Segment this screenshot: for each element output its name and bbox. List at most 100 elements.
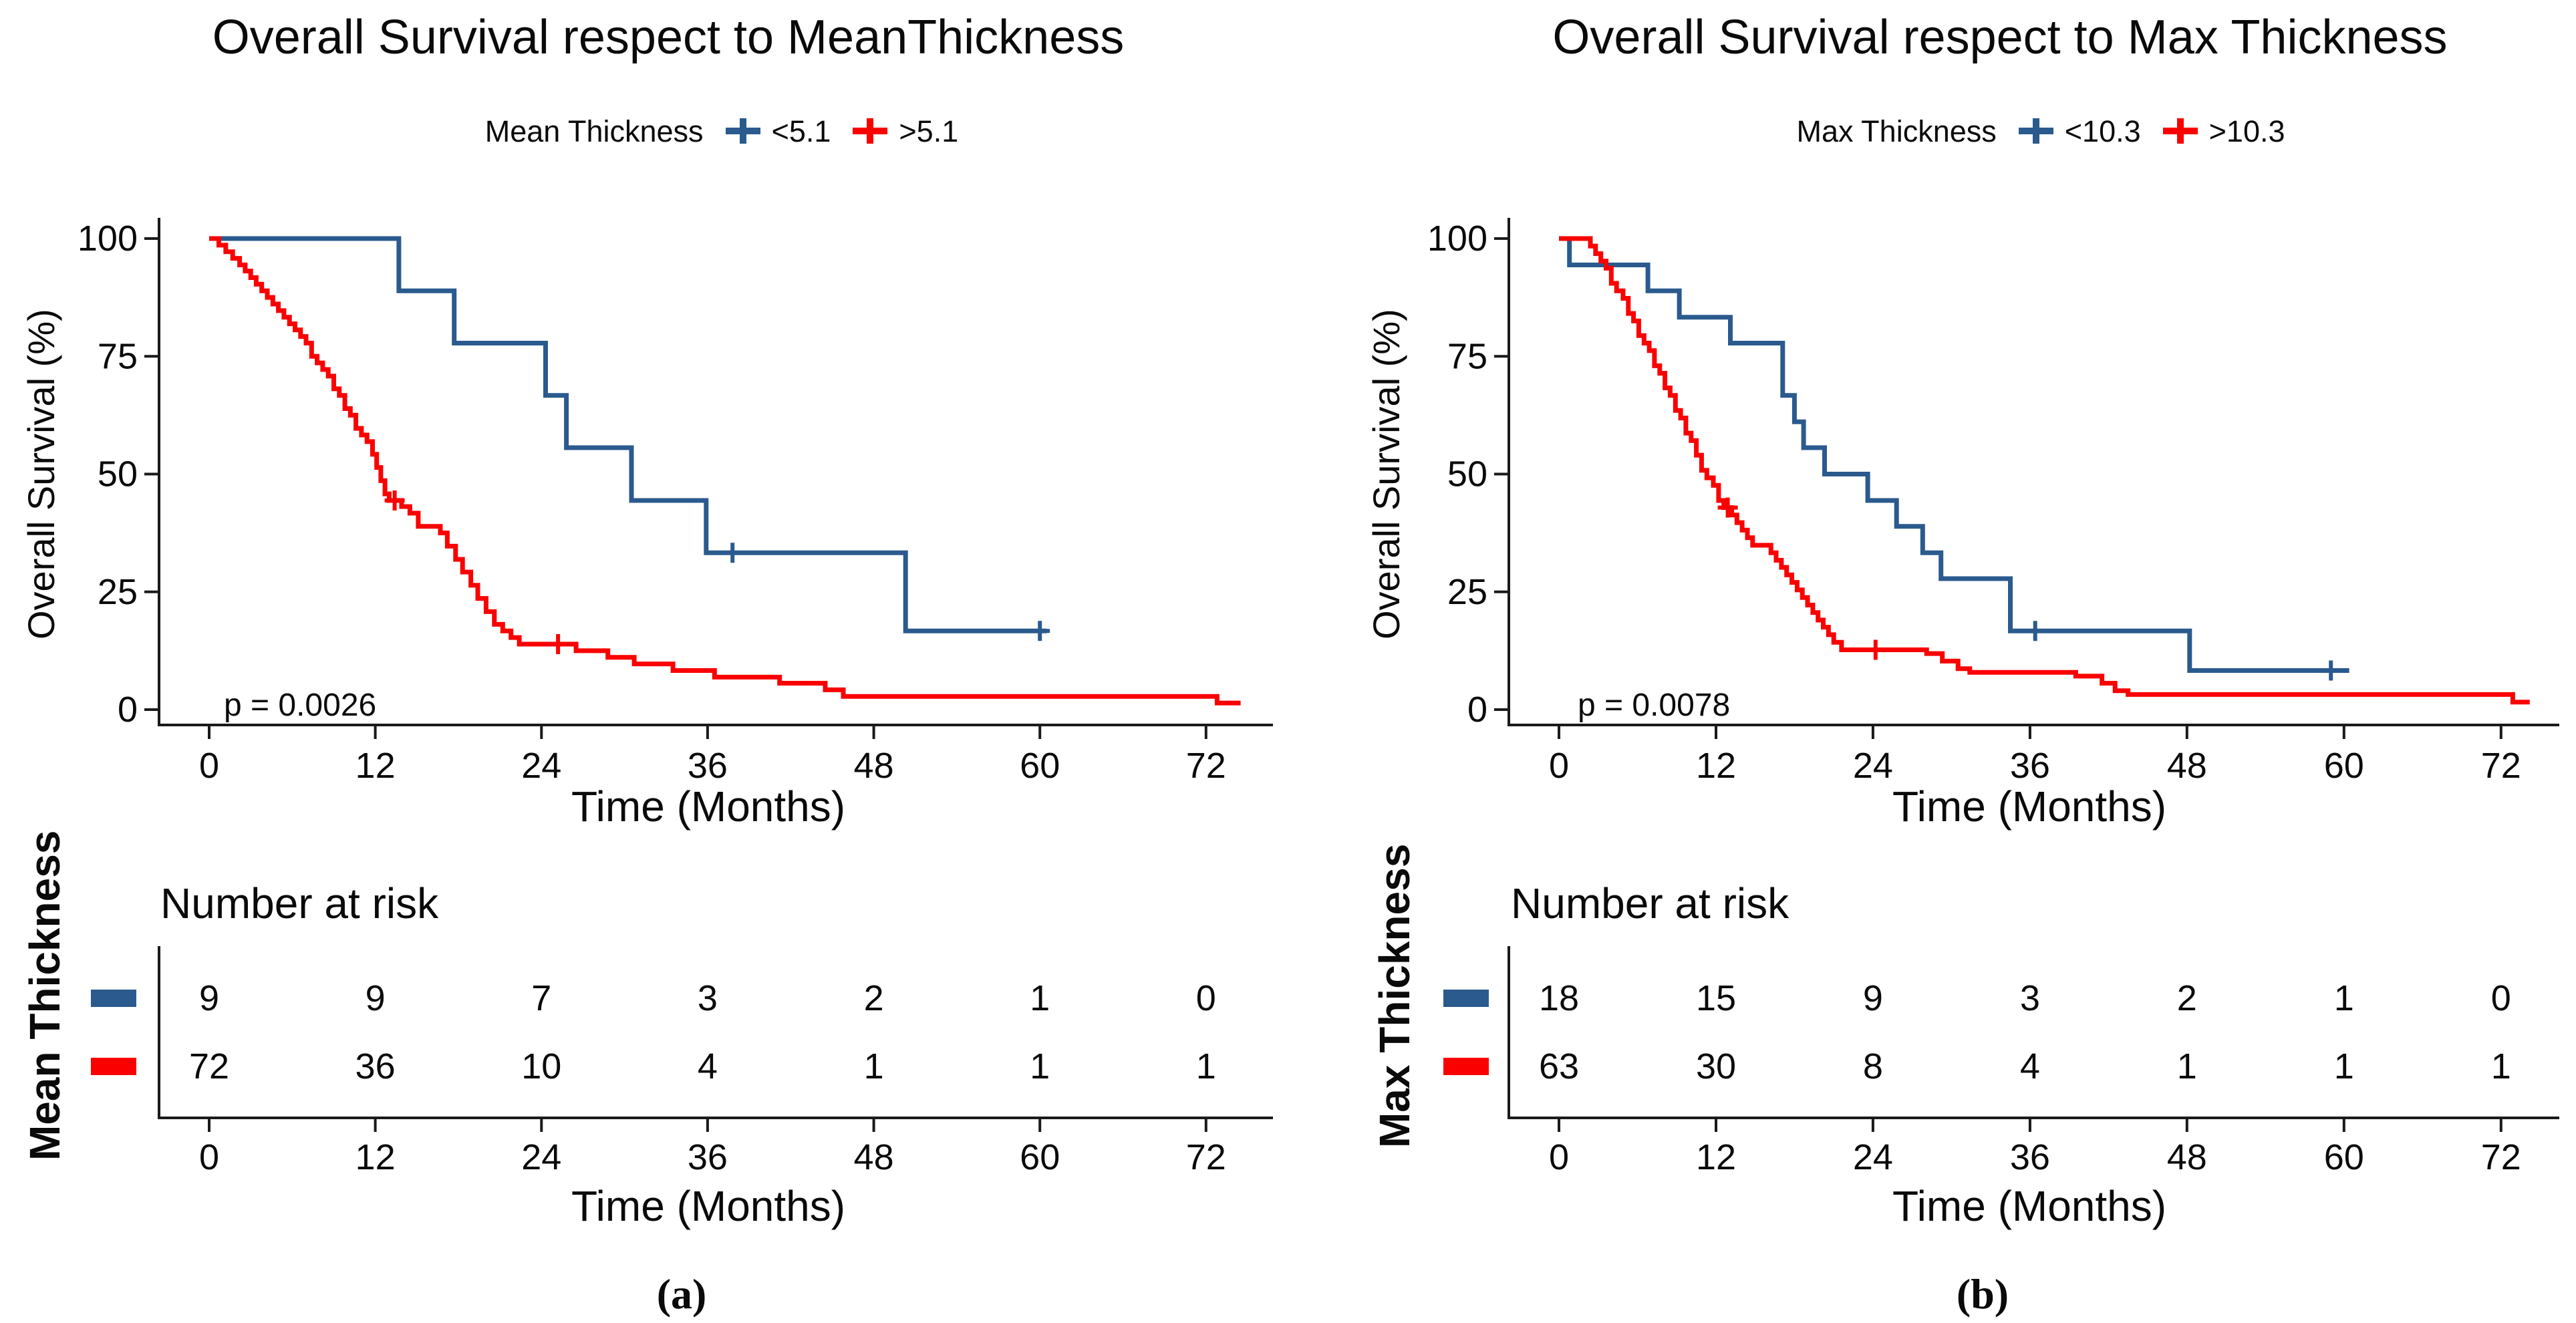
risk-row-swatch [91, 1058, 136, 1075]
x-tick-label: 24 [1853, 746, 1893, 786]
risk-tick-label: 12 [355, 1137, 396, 1177]
risk-count: 30 [1696, 1046, 1736, 1086]
km-curve-high [209, 236, 1241, 706]
risk-table-group-label: Max Thickness [1371, 843, 1419, 1148]
risk-count: 9 [366, 978, 386, 1018]
risk-tick-label: 36 [2010, 1137, 2050, 1177]
y-axis-title: Overall Survival (%) [20, 309, 62, 640]
legend-a: Mean Thickness <5.1 >5.1 [120, 112, 1323, 150]
risk-tick-label: 48 [854, 1137, 894, 1177]
y-axis-title: Overall Survival (%) [1365, 309, 1407, 640]
censor-mark [2321, 660, 2341, 681]
km-panel-a: 100 75 50 25 0 0 12 24 36 48 60 72 0 12 24 36 48 60 72 9 9 7 3… [20, 13, 1273, 1318]
legend-item-label: >10.3 [2208, 114, 2285, 148]
x-tick-label: 48 [854, 746, 894, 786]
censor-plus-icon [2018, 118, 2053, 144]
risk-count: 72 [189, 1046, 229, 1086]
risk-count: 7 [531, 978, 551, 1018]
risk-count: 3 [2020, 978, 2040, 1018]
y-tick-label: 75 [1447, 336, 1487, 376]
censor-plus-icon [725, 118, 760, 144]
risk-count: 1 [2491, 1046, 2511, 1086]
risk-tick-label: 60 [1020, 1137, 1060, 1177]
y-tick-label: 25 [98, 572, 138, 612]
risk-count: 18 [1539, 978, 1579, 1018]
risk-table-x-axis-title: Time (Months) [571, 1182, 846, 1230]
risk-tick-label: 0 [199, 1137, 219, 1177]
km-curve-high [1559, 236, 2530, 705]
y-tick-label: 0 [1467, 690, 1487, 730]
censor-mark [1717, 497, 1738, 518]
censor-mark [1030, 621, 1050, 641]
km-curve-low [209, 236, 1047, 633]
subfigure-caption-a: (a) [656, 1270, 707, 1318]
censor-mark [548, 634, 569, 654]
risk-tick-label: 36 [688, 1137, 728, 1177]
y-tick-label: 75 [98, 336, 138, 376]
pvalue-annotation: p = 0.0026 [224, 688, 377, 723]
subfigure-caption-b: (b) [1956, 1270, 2009, 1318]
y-tick-label: 50 [1447, 454, 1487, 494]
legend-item-label: <5.1 [771, 114, 831, 148]
risk-tick-label: 72 [1186, 1137, 1226, 1177]
risk-tick-label: 0 [1549, 1137, 1569, 1177]
legend-item-group2: >10.3 [2160, 116, 2285, 146]
risk-row-swatch [1443, 990, 1489, 1007]
risk-table-group-label: Mean Thickness [21, 830, 69, 1161]
risk-count: 2 [864, 978, 884, 1018]
x-tick-label: 36 [688, 746, 728, 786]
risk-count: 9 [1863, 978, 1883, 1018]
risk-count: 0 [2491, 978, 2511, 1018]
x-tick-label: 24 [521, 746, 561, 786]
risk-count: 63 [1539, 1046, 1579, 1086]
risk-count: 4 [2020, 1046, 2040, 1086]
risk-count: 9 [199, 978, 219, 1018]
risk-count: 1 [864, 1046, 884, 1086]
y-tick-label: 50 [98, 454, 138, 494]
legend-item-group1: <5.1 [722, 116, 831, 146]
risk-tick-label: 60 [2324, 1137, 2364, 1177]
y-tick-label: 0 [118, 690, 138, 730]
x-tick-label: 60 [2324, 746, 2364, 786]
pvalue-annotation: p = 0.0078 [1578, 688, 1731, 723]
risk-row-swatch [1443, 1058, 1489, 1075]
legend-label: Max Thickness [1796, 114, 1997, 148]
risk-count: 36 [355, 1046, 396, 1086]
risk-row-swatch [91, 990, 136, 1007]
risk-count: 1 [1196, 1046, 1216, 1086]
x-tick-label: 36 [2010, 746, 2050, 786]
y-tick-label: 25 [1447, 572, 1487, 612]
risk-tick-label: 24 [521, 1137, 561, 1177]
x-axis-title: Time (Months) [571, 782, 846, 831]
legend-item-label: <10.3 [2064, 114, 2141, 148]
risk-count: 4 [698, 1046, 718, 1086]
legend-item-group2: >5.1 [849, 116, 958, 146]
risk-table-title: Number at risk [1511, 879, 1790, 927]
risk-tick-label: 24 [1853, 1137, 1893, 1177]
risk-count: 1 [2334, 1046, 2354, 1086]
risk-tick-label: 72 [2481, 1137, 2521, 1177]
legend-label: Mean Thickness [484, 114, 704, 148]
risk-table-title: Number at risk [160, 879, 439, 927]
legend-item-group1: <10.3 [2015, 116, 2141, 146]
km-panel-b: 100 75 50 25 0 0 12 24 36 48 60 72 0 12 24 36 48 60 72 18 15… [1288, 0, 2576, 1323]
risk-count: 1 [2334, 978, 2354, 1018]
risk-count: 10 [521, 1046, 561, 1086]
x-tick-label: 60 [1020, 746, 1060, 786]
chart-title-b: Overall Survival respect to Max Thicknes… [1552, 11, 2448, 64]
censor-mark [384, 490, 405, 510]
risk-tick-label: 48 [2167, 1137, 2207, 1177]
x-axis-title: Time (Months) [1892, 782, 2167, 831]
legend-b: Max Thickness <10.3 >10.3 [1439, 112, 2576, 150]
risk-count: 2 [2177, 978, 2197, 1018]
censor-mark [2025, 621, 2045, 641]
x-tick-label: 12 [355, 746, 396, 786]
y-tick-label: 100 [1427, 218, 1487, 259]
x-tick-label: 0 [1549, 746, 1569, 786]
risk-count: 3 [698, 978, 718, 1018]
risk-count: 8 [1863, 1046, 1883, 1086]
km-curve-low [1559, 236, 2349, 673]
x-tick-label: 12 [1696, 746, 1736, 786]
risk-count: 15 [1696, 978, 1736, 1018]
